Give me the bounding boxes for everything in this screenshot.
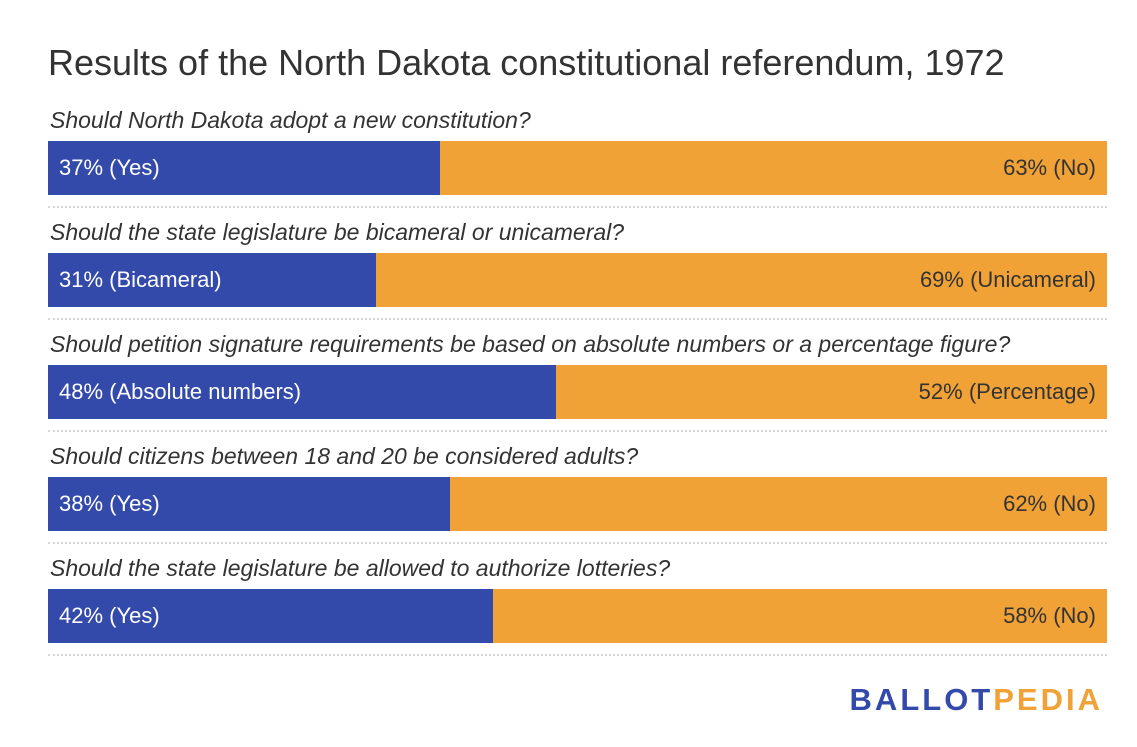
result-bar: 38% (Yes) 62% (No) <box>48 477 1107 531</box>
bar-segment-second-option: 52% (Percentage) <box>556 365 1107 419</box>
bar-segment-second-option: 58% (No) <box>492 589 1107 643</box>
first-option-label: 48% (Absolute numbers) <box>59 379 302 404</box>
question-label: Should the state legislature be bicamera… <box>50 219 625 245</box>
first-option-label: 38% (Yes) <box>59 491 160 516</box>
chart-title: Results of the North Dakota constitution… <box>48 42 1005 83</box>
row-divider <box>48 430 1107 432</box>
stacked-bar-chart: Should North Dakota adopt a new constitu… <box>48 100 1107 660</box>
question-label: Should North Dakota adopt a new constitu… <box>50 107 531 133</box>
chart-row: Should citizens between 18 and 20 be con… <box>48 436 1107 548</box>
bar-segment-first-option: 48% (Absolute numbers) <box>48 365 557 419</box>
row-divider <box>48 206 1107 208</box>
bar-segment-first-option: 38% (Yes) <box>48 477 451 531</box>
row-divider <box>48 654 1107 656</box>
bar-segment-second-option: 62% (No) <box>450 477 1107 531</box>
chart-row: Should North Dakota adopt a new constitu… <box>48 100 1107 212</box>
result-bar: 31% (Bicameral) 69% (Unicameral) <box>48 253 1107 307</box>
result-bar: 48% (Absolute numbers) 52% (Percentage) <box>48 365 1107 419</box>
second-option-label: 63% (No) <box>1003 155 1096 180</box>
result-bar: 37% (Yes) 63% (No) <box>48 141 1107 195</box>
ballotpedia-logo: BALLOTPEDIA <box>850 682 1103 718</box>
logo-text-pedia: PEDIA <box>993 682 1103 717</box>
logo-text-ballot: BALLOT <box>849 682 994 717</box>
chart-row: Should petition signature requirements b… <box>48 324 1107 436</box>
result-bar: 42% (Yes) 58% (No) <box>48 589 1107 643</box>
row-divider <box>48 542 1107 544</box>
bar-segment-first-option: 42% (Yes) <box>48 589 493 643</box>
first-option-label: 42% (Yes) <box>59 603 160 628</box>
first-option-label: 31% (Bicameral) <box>59 267 222 292</box>
second-option-label: 69% (Unicameral) <box>919 267 1096 292</box>
bar-segment-second-option: 63% (No) <box>439 141 1107 195</box>
question-label: Should petition signature requirements b… <box>50 331 1011 357</box>
second-option-label: 62% (No) <box>1003 491 1096 516</box>
question-label: Should the state legislature be allowed … <box>50 555 671 581</box>
second-option-label: 58% (No) <box>1003 603 1096 628</box>
row-divider <box>48 318 1107 320</box>
second-option-label: 52% (Percentage) <box>918 379 1096 404</box>
question-label: Should citizens between 18 and 20 be con… <box>50 443 639 469</box>
chart-row: Should the state legislature be allowed … <box>48 548 1107 660</box>
bar-segment-first-option: 31% (Bicameral) <box>48 253 377 307</box>
first-option-label: 37% (Yes) <box>59 155 160 180</box>
chart-row: Should the state legislature be bicamera… <box>48 212 1107 324</box>
bar-segment-second-option: 69% (Unicameral) <box>376 253 1107 307</box>
bar-segment-first-option: 37% (Yes) <box>48 141 440 195</box>
